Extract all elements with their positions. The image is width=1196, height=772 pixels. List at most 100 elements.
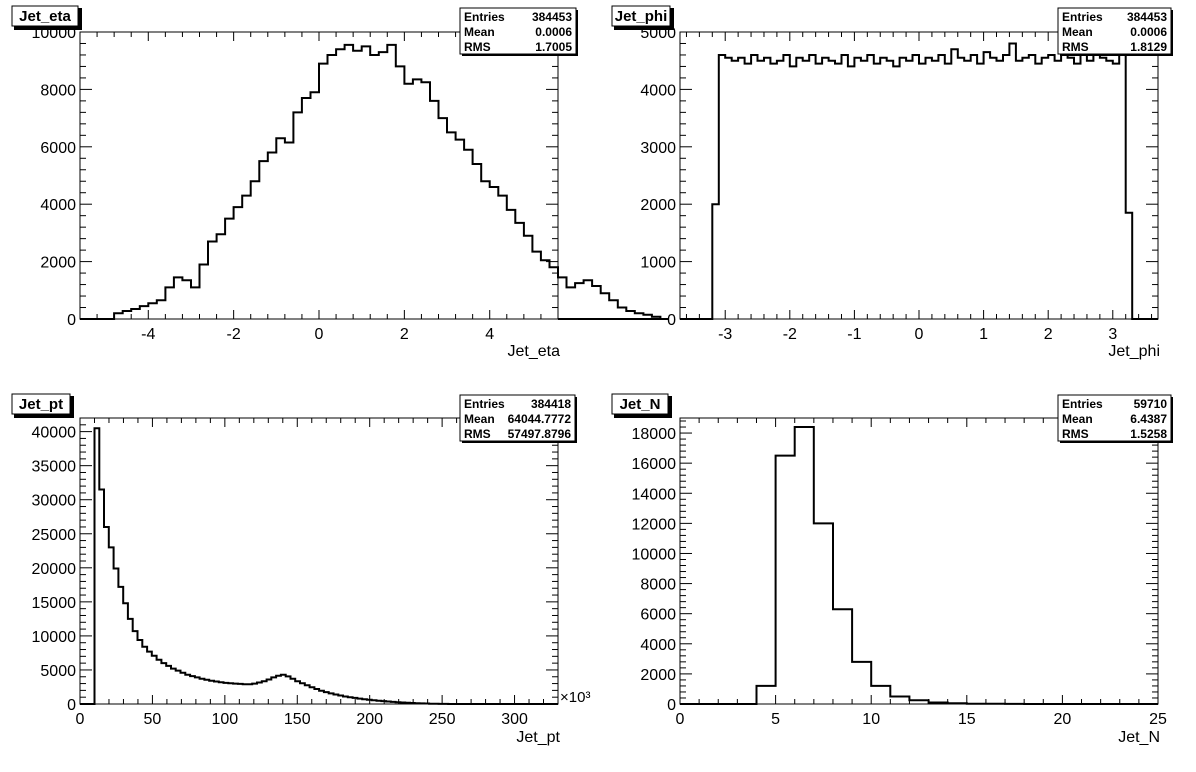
stats-value: 384418 <box>531 397 571 411</box>
stats-box: Entries 384453 Mean 0.0006 RMS 1.8129 <box>1057 7 1173 56</box>
stats-box: Entries 59710 Mean 6.4387 RMS 1.5258 <box>1057 394 1173 443</box>
x-tick-label: 100 <box>211 711 238 728</box>
x-tick-label: 2 <box>1044 326 1053 343</box>
stats-label: Entries <box>464 397 505 411</box>
stats-value: 384453 <box>532 10 572 24</box>
x-tick-label: 150 <box>284 711 311 728</box>
y-tick-label: 2000 <box>640 667 676 684</box>
y-tick-label: 4000 <box>640 82 676 99</box>
stats-value: 6.4387 <box>1130 412 1167 426</box>
x-tick-label: 10 <box>862 711 880 728</box>
histogram-pad-Jet_pt: 0 50 100 150 200 250 300 0 5000 10000 15000 20000 25… <box>11 393 590 746</box>
x-tick-label: 200 <box>356 711 383 728</box>
stats-label: Mean <box>1062 25 1093 39</box>
stats-box-frame <box>459 394 576 442</box>
stats-value: 384453 <box>1127 10 1167 24</box>
stats-value: 64044.7772 <box>508 412 572 426</box>
histogram-title: Jet_pt <box>11 393 74 418</box>
y-tick-label: 8000 <box>40 82 76 99</box>
y-tick-label: 4000 <box>640 637 676 654</box>
title-box <box>11 5 79 27</box>
stats-label: Mean <box>464 25 495 39</box>
y-tick-label: 1000 <box>640 255 676 272</box>
stats-value: 1.5258 <box>1130 427 1167 441</box>
stats-value: 0.0006 <box>535 25 572 39</box>
y-tick-label: 10000 <box>32 629 77 646</box>
stats-value: 59710 <box>1134 397 1168 411</box>
title-text: Jet_pt <box>19 396 63 413</box>
y-tick-label: 5000 <box>40 663 76 680</box>
x-tick-label: 4 <box>485 326 494 343</box>
y-tick-label: 35000 <box>32 459 77 476</box>
y-tick-label: 20000 <box>32 561 77 578</box>
x-axis-label: Jet_phi <box>1108 343 1160 360</box>
y-tick-label: 0 <box>667 312 676 329</box>
y-tick-label: 2000 <box>640 197 676 214</box>
histogram-line <box>680 426 1158 705</box>
plot-frame <box>679 417 1159 705</box>
stats-box-frame <box>1057 394 1172 442</box>
y-tick-label: 12000 <box>632 516 677 533</box>
x-tick-label: 25 <box>1149 711 1167 728</box>
y-tick-label: 6000 <box>40 140 76 157</box>
x-tick-label: 5 <box>771 711 780 728</box>
y-tick-label: 0 <box>67 312 76 329</box>
y-tick-label: 10000 <box>632 546 677 563</box>
stats-box: Entries 384418 Mean 64044.7772 RMS 57497.8796 <box>459 394 577 443</box>
histogram-title: Jet_eta <box>11 5 82 30</box>
histogram-line <box>680 39 1158 320</box>
y-tick-label: 30000 <box>32 493 77 510</box>
y-tick-label: 8000 <box>640 577 676 594</box>
plot-frame <box>79 417 559 705</box>
stats-label: RMS <box>1062 40 1089 54</box>
title-text: Jet_eta <box>19 8 71 25</box>
x-tick-label: -2 <box>783 326 797 343</box>
histogram-title: Jet_phi <box>611 5 674 30</box>
title-box <box>11 393 71 415</box>
stats-label: Entries <box>1062 397 1103 411</box>
x-tick-label: 250 <box>429 711 456 728</box>
stats-label: Mean <box>1062 412 1093 426</box>
x-tick-label: 300 <box>501 711 528 728</box>
stats-value: 1.7005 <box>535 40 572 54</box>
x-tick-label: -2 <box>227 326 241 343</box>
title-box <box>611 393 669 415</box>
stats-label: RMS <box>1062 427 1089 441</box>
stats-label: Entries <box>1062 10 1103 24</box>
plot-frame <box>679 31 1159 320</box>
x-tick-label: 15 <box>958 711 976 728</box>
x-tick-label: 50 <box>144 711 162 728</box>
histogram-line <box>80 427 558 705</box>
x-tick-label: -4 <box>141 326 155 343</box>
x-axis-label: Jet_pt <box>516 729 560 746</box>
y-tick-label: 0 <box>67 697 76 714</box>
stats-label: Mean <box>464 412 495 426</box>
histogram-pad-Jet_eta: -4 -2 0 2 40200040006000800010000Jet_etaJet_… <box>11 5 669 360</box>
y-tick-label: 2000 <box>40 255 76 272</box>
x-tick-label: 2 <box>400 326 409 343</box>
stats-box: Entries 384453 Mean 0.0006 RMS 1.7005 <box>459 7 578 56</box>
y-tick-label: 18000 <box>632 426 677 443</box>
y-tick-label: 14000 <box>632 486 677 503</box>
histogram-title: Jet_N <box>611 393 672 418</box>
y-tick-label: 0 <box>667 697 676 714</box>
y-tick-label: 40000 <box>32 425 77 442</box>
histogram-pad-Jet_N: 0 5 10 15 20 25 0 2000 4000 6000 8000 10000 12000 140… <box>611 393 1173 746</box>
x-tick-label: 0 <box>76 711 85 728</box>
stats-label: RMS <box>464 40 491 54</box>
stats-value: 1.8129 <box>1130 40 1167 54</box>
x-tick-label: -1 <box>847 326 861 343</box>
title-text: Jet_phi <box>615 8 668 25</box>
x-tick-label: 1 <box>979 326 988 343</box>
stats-label: Entries <box>464 10 505 24</box>
stats-box-frame <box>459 7 577 55</box>
x-tick-label: 0 <box>915 326 924 343</box>
stats-value: 0.0006 <box>1130 25 1167 39</box>
y-tick-label: 6000 <box>640 607 676 624</box>
y-tick-label: 4000 <box>40 197 76 214</box>
x-tick-label: 0 <box>676 711 685 728</box>
x-axis-label: Jet_eta <box>508 343 561 360</box>
title-box <box>611 5 671 27</box>
y-tick-label: 15000 <box>32 595 77 612</box>
